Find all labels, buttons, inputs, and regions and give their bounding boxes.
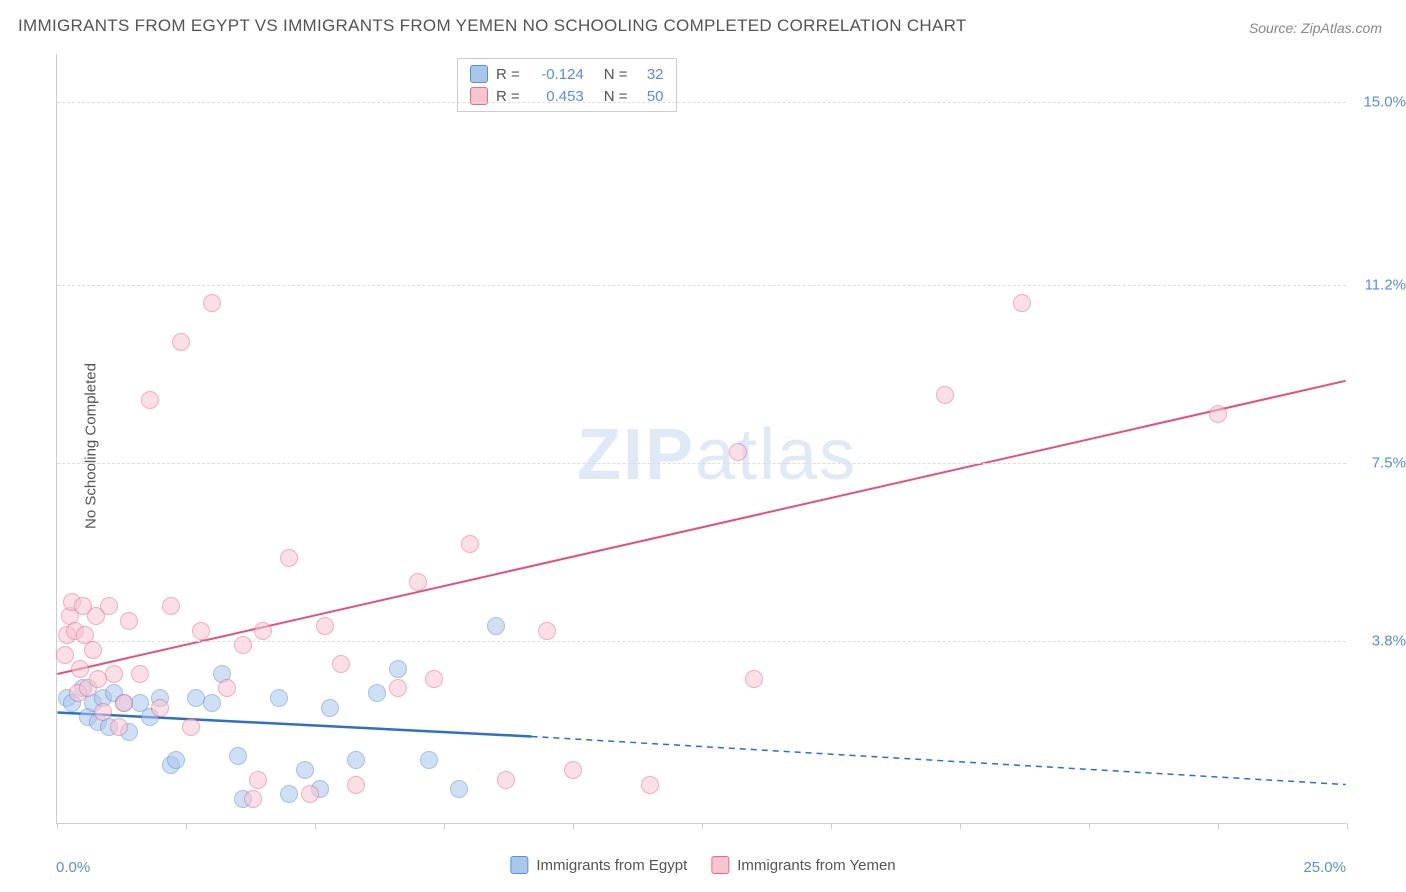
- x-axis-label-max: 25.0%: [1303, 859, 1346, 876]
- scatter-point: [203, 694, 221, 712]
- scatter-point: [218, 679, 236, 697]
- legend-bottom: Immigrants from Egypt Immigrants from Ye…: [510, 856, 895, 874]
- scatter-point: [94, 703, 112, 721]
- y-tick-label: 7.5%: [1372, 455, 1406, 472]
- scatter-point: [203, 294, 221, 312]
- scatter-point: [141, 391, 159, 409]
- scatter-point: [936, 386, 954, 404]
- scatter-point: [425, 670, 443, 688]
- scatter-point: [316, 617, 334, 635]
- scatter-point: [1013, 294, 1031, 312]
- scatter-point: [729, 443, 747, 461]
- y-tick-label: 3.8%: [1372, 633, 1406, 650]
- y-tick-label: 15.0%: [1363, 94, 1406, 111]
- scatter-point: [234, 636, 252, 654]
- gridline: [57, 285, 1346, 286]
- x-tick: [702, 823, 703, 829]
- x-tick: [831, 823, 832, 829]
- scatter-point: [270, 689, 288, 707]
- scatter-point: [110, 718, 128, 736]
- series-swatch: [470, 65, 488, 83]
- scatter-point: [296, 761, 314, 779]
- scatter-point: [280, 549, 298, 567]
- x-tick: [315, 823, 316, 829]
- scatter-point: [115, 694, 133, 712]
- legend-swatch: [510, 856, 528, 874]
- scatter-point: [56, 646, 74, 664]
- stat-r-label: R =: [496, 66, 520, 83]
- x-tick: [57, 823, 58, 829]
- legend-item: Immigrants from Yemen: [711, 856, 895, 874]
- scatter-point: [347, 751, 365, 769]
- scatter-point: [450, 780, 468, 798]
- scatter-point: [244, 790, 262, 808]
- legend-label: Immigrants from Yemen: [737, 857, 895, 874]
- scatter-point: [229, 747, 247, 765]
- stat-n-value: 32: [636, 66, 664, 83]
- stats-row: R = -0.124 N = 32: [470, 63, 664, 85]
- scatter-point: [182, 718, 200, 736]
- scatter-point: [100, 597, 118, 615]
- x-tick: [960, 823, 961, 829]
- scatter-point: [167, 751, 185, 769]
- scatter-point: [389, 679, 407, 697]
- x-tick: [1089, 823, 1090, 829]
- scatter-point: [420, 751, 438, 769]
- scatter-point: [162, 597, 180, 615]
- scatter-point: [564, 761, 582, 779]
- legend-swatch: [711, 856, 729, 874]
- scatter-point: [151, 699, 169, 717]
- scatter-point: [71, 660, 89, 678]
- scatter-point: [538, 622, 556, 640]
- scatter-point: [192, 622, 210, 640]
- stat-n-label: N =: [604, 66, 628, 83]
- stat-r-value: -0.124: [528, 66, 584, 83]
- chart-title: IMMIGRANTS FROM EGYPT VS IMMIGRANTS FROM…: [18, 16, 967, 36]
- x-tick: [444, 823, 445, 829]
- scatter-point: [105, 665, 123, 683]
- scatter-point: [461, 535, 479, 553]
- legend-label: Immigrants from Egypt: [536, 857, 687, 874]
- scatter-point: [120, 612, 138, 630]
- watermark: ZIPatlas: [577, 414, 857, 496]
- scatter-point: [347, 776, 365, 794]
- gridline: [57, 102, 1346, 103]
- scatter-point: [301, 785, 319, 803]
- scatter-point: [487, 617, 505, 635]
- scatter-point: [131, 665, 149, 683]
- scatter-point: [641, 776, 659, 794]
- scatter-point: [249, 771, 267, 789]
- scatter-point: [280, 785, 298, 803]
- scatter-point: [389, 660, 407, 678]
- scatter-point: [321, 699, 339, 717]
- stats-row: R = 0.453 N = 50: [470, 85, 664, 107]
- scatter-point: [409, 573, 427, 591]
- scatter-point: [84, 641, 102, 659]
- scatter-point: [172, 333, 190, 351]
- x-tick: [1218, 823, 1219, 829]
- x-tick: [1347, 823, 1348, 829]
- stats-legend-box: R = -0.124 N = 32 R = 0.453 N = 50: [457, 58, 677, 112]
- scatter-point: [497, 771, 515, 789]
- trend-line-solid: [57, 381, 1345, 674]
- scatter-point: [254, 622, 272, 640]
- x-tick: [186, 823, 187, 829]
- x-tick: [573, 823, 574, 829]
- scatter-point: [368, 684, 386, 702]
- trend-lines-svg: [57, 54, 1346, 823]
- y-tick-label: 11.2%: [1365, 277, 1406, 294]
- legend-item: Immigrants from Egypt: [510, 856, 687, 874]
- gridline: [57, 463, 1346, 464]
- scatter-point: [745, 670, 763, 688]
- source-attribution: Source: ZipAtlas.com: [1249, 20, 1382, 36]
- plot-area: ZIPatlas R = -0.124 N = 32 R = 0.453 N =…: [56, 54, 1346, 824]
- scatter-point: [332, 655, 350, 673]
- scatter-point: [1209, 405, 1227, 423]
- x-axis-label-min: 0.0%: [56, 859, 90, 876]
